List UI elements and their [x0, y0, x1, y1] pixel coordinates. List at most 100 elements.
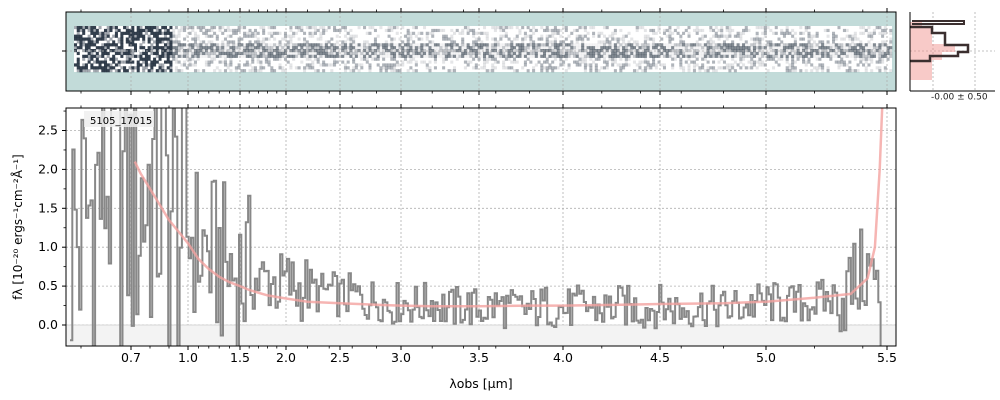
pixel-cell — [676, 26, 680, 30]
pixel-cell — [559, 43, 563, 47]
pixel-cell — [469, 54, 473, 58]
pixel-cell — [698, 37, 702, 41]
pixel-cell — [463, 26, 467, 30]
pixel-cell — [624, 49, 628, 53]
pixel-cell — [251, 51, 255, 56]
pixel-cell — [213, 51, 217, 56]
pixel-cell — [114, 28, 118, 33]
pixel-cell — [504, 54, 508, 58]
pixel-cell — [313, 43, 317, 47]
pixel-cell — [570, 46, 574, 50]
pixel-cell — [365, 51, 369, 56]
pixel-cell — [834, 37, 838, 41]
pixel-cell — [780, 40, 784, 44]
pixel-cell — [262, 46, 266, 50]
pixel-cell — [379, 69, 383, 73]
pixel-cell — [123, 51, 127, 56]
pixel-cell — [562, 60, 566, 64]
pixel-cell — [316, 69, 320, 73]
pixel-cell — [774, 26, 778, 30]
pixel-cell — [248, 28, 252, 33]
pixel-cell — [889, 54, 893, 58]
pixel-cell — [327, 43, 331, 47]
pixel-cell — [742, 43, 746, 47]
pixel-cell — [322, 63, 326, 67]
pixel-cell — [758, 46, 762, 50]
pixel-cell — [343, 66, 347, 70]
pixel-cell — [510, 46, 514, 50]
pixel-cell — [199, 51, 203, 56]
pixel-cell — [223, 54, 227, 58]
pixel-cell — [341, 51, 345, 56]
pixel-cell — [153, 26, 157, 30]
pixel-cell — [551, 34, 555, 38]
pixel-cell — [851, 51, 855, 56]
pixel-cell — [537, 51, 541, 56]
pixel-cell — [864, 51, 868, 56]
pixel-cell — [673, 54, 677, 58]
pixel-cell — [183, 63, 187, 67]
pixel-cell — [139, 51, 143, 56]
pixel-cell — [125, 54, 129, 58]
pixel-cell — [117, 69, 121, 73]
pixel-cell — [491, 51, 495, 56]
pixel-cell — [548, 34, 552, 38]
pixel-cell — [608, 34, 612, 38]
pixel-cell — [878, 57, 882, 61]
pixel-cell — [120, 34, 124, 38]
pixel-cell — [559, 28, 563, 33]
pixel-cell — [177, 51, 181, 56]
pixel-cell — [532, 26, 536, 30]
pixel-cell — [611, 43, 615, 47]
pixel-cell — [619, 63, 623, 67]
pixel-cell — [777, 37, 781, 41]
pixel-cell — [395, 60, 399, 64]
pixel-cell — [725, 34, 729, 38]
pixel-cell — [613, 49, 617, 53]
pixel-cell — [79, 43, 83, 47]
pixel-cell — [649, 51, 653, 56]
pixel-cell — [507, 49, 511, 53]
pixel-cell — [870, 54, 874, 58]
pixel-cell — [632, 43, 636, 47]
pixel-cell — [245, 51, 249, 56]
pixel-cell — [725, 43, 729, 47]
pixel-cell — [649, 43, 653, 47]
pixel-cell — [303, 66, 307, 70]
pixel-cell — [521, 66, 525, 70]
pixel-cell — [453, 43, 457, 47]
pixel-cell — [294, 66, 298, 70]
pixel-cell — [283, 54, 287, 58]
pixel-cell — [403, 34, 407, 38]
pixel-cell — [183, 60, 187, 64]
pixel-cell — [562, 54, 566, 58]
pixel-cell — [153, 63, 157, 67]
pixel-cell — [829, 43, 833, 47]
pixel-cell — [275, 31, 279, 35]
pixel-cell — [177, 46, 181, 50]
pixel-cell — [652, 37, 656, 41]
pixel-cell — [712, 40, 716, 44]
pixel-cell — [559, 57, 563, 61]
pixel-cell — [886, 46, 890, 50]
pixel-cell — [324, 46, 328, 50]
pixel-cell — [316, 37, 320, 41]
pixel-cell — [185, 66, 189, 70]
pixel-cell — [191, 43, 195, 47]
pixel-cell — [204, 63, 208, 67]
pixel-cell — [739, 49, 743, 53]
pixel-cell — [393, 57, 397, 61]
pixel-cell — [679, 57, 683, 61]
pixel-cell — [717, 37, 721, 41]
pixel-cell — [742, 51, 746, 56]
pixel-cell — [417, 54, 421, 58]
pixel-cell — [300, 60, 304, 64]
pixel-cell — [428, 60, 432, 64]
pixel-cell — [278, 43, 282, 47]
pixel-cell — [602, 40, 606, 44]
pixel-cell — [540, 37, 544, 41]
pixel-cell — [537, 60, 541, 64]
pixel-cell — [281, 37, 285, 41]
pixel-cell — [128, 54, 132, 58]
pixel-cell — [401, 63, 405, 67]
